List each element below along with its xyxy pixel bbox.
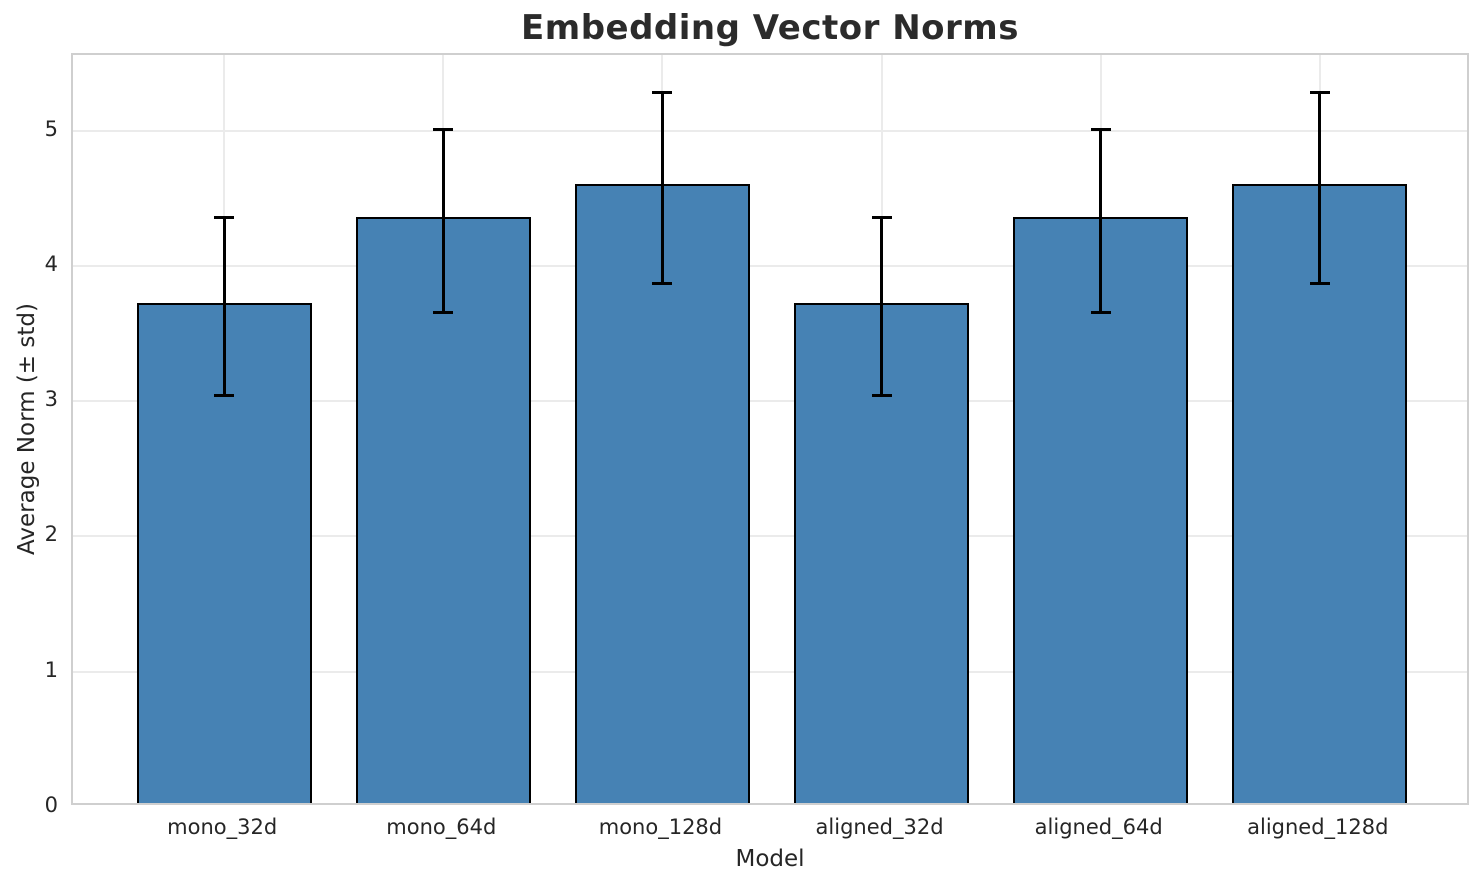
- x-tick-label-aligned_128d: aligned_128d: [1247, 815, 1389, 839]
- error-bar-cap-bottom: [433, 311, 454, 315]
- x-tick-label-aligned_32d: aligned_32d: [815, 815, 944, 839]
- gridline-horizontal: [73, 400, 1467, 403]
- error-bar-cap-top: [652, 90, 673, 94]
- bar-aligned_128d: [1232, 183, 1408, 803]
- bar-mono_128d: [574, 183, 751, 803]
- error-bar-line: [880, 217, 884, 396]
- chart-title: Embedding Vector Norms: [521, 8, 1019, 48]
- gridline-horizontal: [73, 535, 1467, 538]
- x-tick-label-mono_32d: mono_32d: [167, 815, 278, 839]
- bar-aligned_64d: [1013, 217, 1189, 803]
- error-bar-cap-bottom: [1090, 311, 1111, 315]
- error-bar-cap-top: [433, 128, 454, 132]
- error-bar-line: [441, 129, 445, 314]
- error-bar-cap-bottom: [652, 281, 673, 285]
- x-tick-label-mono_128d: mono_128d: [598, 815, 723, 839]
- y-axis-label: Average Norm (± std): [14, 303, 40, 555]
- error-bar-cap-top: [871, 216, 892, 220]
- error-bar-cap-bottom: [1309, 281, 1330, 285]
- x-tick-label-mono_64d: mono_64d: [386, 815, 497, 839]
- error-bar-cap-top: [1090, 128, 1111, 132]
- y-tick-label-3: 3: [44, 387, 58, 412]
- error-bar-cap-bottom: [214, 393, 235, 397]
- y-tick-label-1: 1: [44, 657, 58, 682]
- x-tick-label-aligned_64d: aligned_64d: [1034, 815, 1163, 839]
- y-tick-label-0: 0: [44, 793, 58, 817]
- y-tick-label-4: 4: [44, 251, 58, 276]
- bar-mono_64d: [355, 217, 531, 803]
- error-bar-line: [1318, 91, 1322, 284]
- error-bar-cap-bottom: [871, 393, 892, 397]
- error-bar-cap-top: [1309, 90, 1330, 94]
- x-axis-label: Model: [735, 846, 805, 872]
- error-bar-line: [1099, 129, 1103, 314]
- gridline-horizontal: [73, 264, 1467, 267]
- error-bar-line: [660, 91, 664, 284]
- gridline-horizontal: [73, 129, 1467, 132]
- y-tick-label-5: 5: [44, 116, 58, 141]
- y-tick-label-2: 2: [44, 522, 58, 547]
- error-bar-line: [222, 217, 226, 396]
- plot-area: [71, 53, 1469, 805]
- gridline-horizontal: [73, 670, 1467, 673]
- error-bar-cap-top: [214, 216, 235, 220]
